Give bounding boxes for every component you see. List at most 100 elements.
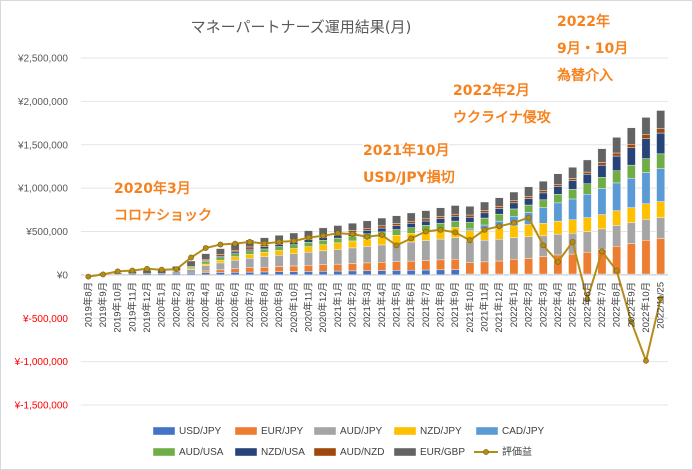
bar-segment — [450, 259, 460, 270]
bar-segment — [377, 262, 387, 271]
y-tick-label: ¥2,500,000 — [17, 54, 68, 65]
valuation-point — [613, 267, 620, 274]
bar-segment — [245, 248, 255, 252]
x-tick-label: 2019年10月 — [112, 282, 124, 333]
x-tick-label: 2019年12月 — [141, 282, 153, 333]
bar-segment — [201, 270, 211, 273]
bar-segment — [333, 249, 343, 265]
bar-segment — [274, 255, 284, 267]
annotation-line: 2021年10月 — [363, 142, 449, 159]
bar-segment — [597, 177, 607, 189]
bar-segment — [260, 252, 269, 257]
bar-segment — [289, 253, 299, 267]
x-tick-label: 2020年8月 — [258, 282, 270, 327]
valuation-point — [657, 295, 664, 302]
bar-segment — [627, 177, 636, 208]
bar-segment — [597, 162, 607, 166]
bar-segment — [641, 239, 651, 275]
bar-segment — [216, 269, 225, 273]
bar-segment — [436, 259, 445, 271]
x-tick-label: 2020年2月 — [170, 282, 182, 327]
y-tick-label: ¥-500,000 — [22, 314, 68, 325]
y-tick-label: ¥1,000,000 — [17, 184, 68, 195]
bar-segment — [627, 147, 636, 166]
legend-swatch — [475, 426, 499, 436]
valuation-point — [217, 241, 224, 248]
annotation-text: 2022年 9月・10月為替介入 — [556, 13, 628, 84]
bar-segment — [186, 272, 196, 276]
x-tick-label: 2022年3月 — [537, 282, 549, 327]
x-tick-label: 2021年1月 — [332, 282, 344, 327]
bar-segment — [480, 261, 489, 275]
bar-segment — [289, 248, 299, 254]
bar-segment — [377, 217, 387, 227]
legend-swatch — [313, 447, 337, 457]
bar-segment — [406, 241, 416, 262]
x-tick-label: 2021年8月 — [435, 282, 447, 327]
bar-segment — [362, 220, 372, 229]
bar-segment — [230, 256, 240, 261]
x-tick-label: 2020年5月 — [214, 282, 226, 327]
bar-segment — [641, 158, 651, 173]
bar-segment — [436, 238, 445, 261]
bar-segment — [392, 225, 401, 230]
bar-segment — [538, 192, 548, 201]
bar-segment — [509, 208, 519, 217]
bar-segment — [656, 132, 665, 155]
bar-segment — [362, 230, 372, 235]
bar-segment — [348, 240, 357, 249]
bar-segment — [509, 237, 519, 260]
x-tick-label: 2022年6月 — [581, 282, 593, 327]
legend-swatch — [393, 426, 417, 436]
bar-segment — [436, 269, 445, 276]
bar-segment — [216, 272, 225, 276]
bar-segment — [524, 224, 533, 237]
bar-segment — [245, 267, 255, 273]
y-tick-label: ¥-1,000,000 — [14, 357, 69, 368]
legend-label: NZD/JPY — [420, 426, 462, 437]
bar-segment — [230, 249, 240, 253]
x-tick-label: 2022年10月 — [640, 282, 652, 333]
bar-segment — [480, 217, 489, 226]
bar-segment — [318, 250, 328, 265]
bar-segment — [274, 266, 284, 272]
bar-segment — [406, 269, 416, 276]
x-tick-label: 2020年4月 — [200, 282, 212, 327]
annotation-line: コロナショック — [114, 208, 212, 224]
bar-segment — [494, 260, 504, 275]
valuation-line — [85, 214, 664, 365]
bar-segment — [597, 148, 607, 163]
x-tick-label: 2022年5月 — [567, 282, 579, 327]
bar-segment — [480, 201, 489, 211]
bar-segment — [494, 197, 504, 207]
bar-segment — [612, 137, 621, 154]
legend-label: USD/JPY — [179, 426, 222, 437]
bar-segment — [582, 174, 592, 184]
legend-label: 評価益 — [502, 445, 532, 458]
x-tick-label: 2020年11月 — [302, 282, 314, 332]
bar-segment — [568, 198, 577, 220]
legend-label: EUR/JPY — [261, 426, 304, 437]
valuation-point — [334, 230, 341, 237]
bar-segment — [377, 270, 387, 276]
valuation-point — [452, 229, 459, 236]
bar-segment — [582, 252, 592, 275]
annotation-line: 9月・10月 — [557, 41, 628, 57]
annotation-line: 2022年 — [557, 13, 610, 30]
x-tick-label: 2021年7月 — [420, 282, 432, 327]
valuation-point — [393, 242, 400, 249]
bar-segment — [656, 153, 665, 169]
annotation-line: USD/JPY損切 — [363, 169, 455, 186]
x-tick-label: 2020年10月 — [288, 282, 300, 333]
bar-segment — [656, 217, 665, 239]
bar-segment — [465, 228, 475, 231]
bar-segment — [260, 271, 269, 276]
valuation-point — [144, 265, 150, 272]
bar-segment — [186, 260, 196, 267]
bar-segment — [494, 206, 504, 209]
bar-segment — [245, 250, 255, 255]
bar-segment — [612, 170, 621, 184]
bar-segment — [450, 269, 460, 276]
x-tick-label: 2020年6月 — [229, 282, 241, 327]
